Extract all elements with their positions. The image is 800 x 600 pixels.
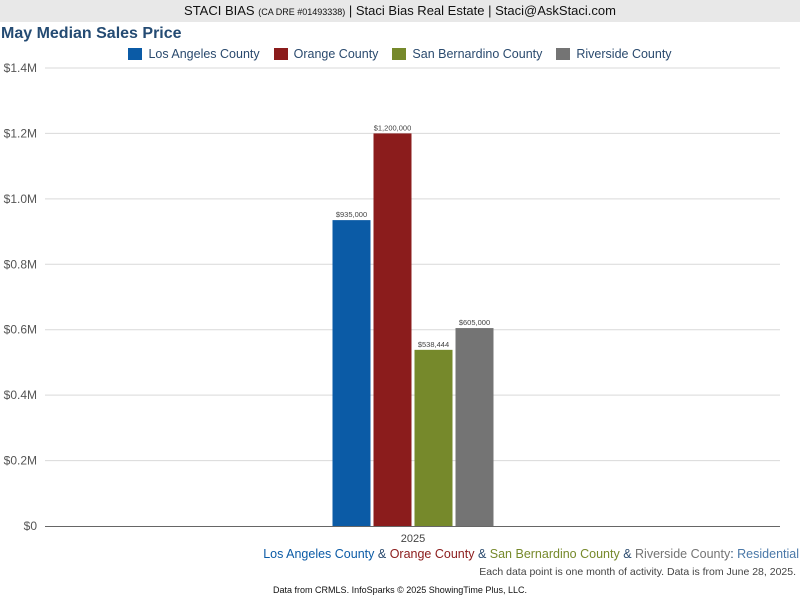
series-description-part: &: [474, 547, 490, 561]
y-tick-label: $0: [24, 519, 38, 533]
legend-label: Orange County: [293, 47, 379, 61]
y-tick-label: $1.4M: [4, 61, 37, 75]
legend-swatch: [273, 48, 288, 60]
y-tick-label: $0.6M: [4, 323, 37, 337]
series-description-part: Los Angeles County: [263, 547, 375, 561]
legend-swatch: [392, 48, 407, 60]
data-note: Each data point is one month of activity…: [479, 566, 796, 578]
legend-item[interactable]: San Bernardino County: [392, 46, 542, 62]
series-description-part: Riverside County: [635, 547, 731, 561]
series-description-part: &: [619, 547, 636, 561]
company-name: Staci Bias Real Estate: [355, 3, 485, 18]
series-description: Los Angeles County & Orange County & San…: [263, 547, 799, 561]
series-description-part: :: [730, 547, 738, 561]
legend-item[interactable]: Orange County: [273, 46, 379, 62]
separator: |: [345, 3, 356, 18]
legend-item[interactable]: Riverside County: [556, 46, 672, 62]
bar: [455, 328, 494, 526]
chart-title: May Median Sales Price: [1, 25, 182, 42]
bar-value-label: $935,000: [336, 210, 367, 219]
series-description-part: San Bernardino County: [489, 547, 620, 561]
legend-label: Los Angeles County: [148, 47, 260, 61]
bar-value-label: $605,000: [459, 318, 490, 327]
header-bar: STACI BIAS (CA DRE #01493338) | Staci Bi…: [0, 0, 800, 22]
bar-chart: $0 $0.2M $0.4M $0.6M $0.8M $1.0M $1.2M $1.4M $93…: [4, 61, 780, 545]
email-link[interactable]: Staci@AskStaci.com: [495, 3, 616, 18]
legend-swatch: [556, 48, 571, 60]
bar: [373, 133, 412, 526]
data-credit: Data from CRMLS. InfoSparks © 2025 Showi…: [273, 585, 527, 595]
bar: [414, 349, 453, 526]
y-tick-label: $1.0M: [4, 192, 37, 206]
y-tick-label: $1.2M: [4, 126, 37, 140]
bar-value-label: $1,200,000: [374, 123, 412, 132]
bar-value-label: $538,444: [418, 340, 449, 349]
legend-label: San Bernardino County: [412, 47, 543, 61]
series-description-part: Residential: [737, 547, 799, 561]
chart-legend: Los Angeles County Orange County San Berna…: [0, 46, 800, 62]
legend-item[interactable]: Los Angeles County: [128, 46, 260, 62]
license-number: (CA DRE #01493338): [258, 7, 346, 17]
separator: |: [484, 3, 496, 18]
y-tick-label: $0.8M: [4, 257, 37, 271]
bar: [332, 220, 371, 526]
legend-label: Riverside County: [576, 47, 672, 61]
y-tick-label: $0.4M: [4, 388, 37, 402]
y-tick-label: $0.2M: [4, 454, 37, 468]
x-tick-label: 2025: [401, 533, 425, 545]
series-description-part: &: [374, 547, 390, 561]
legend-swatch: [128, 48, 143, 60]
agent-name: STACI BIAS: [184, 3, 255, 18]
series-description-part: Orange County: [389, 547, 475, 561]
